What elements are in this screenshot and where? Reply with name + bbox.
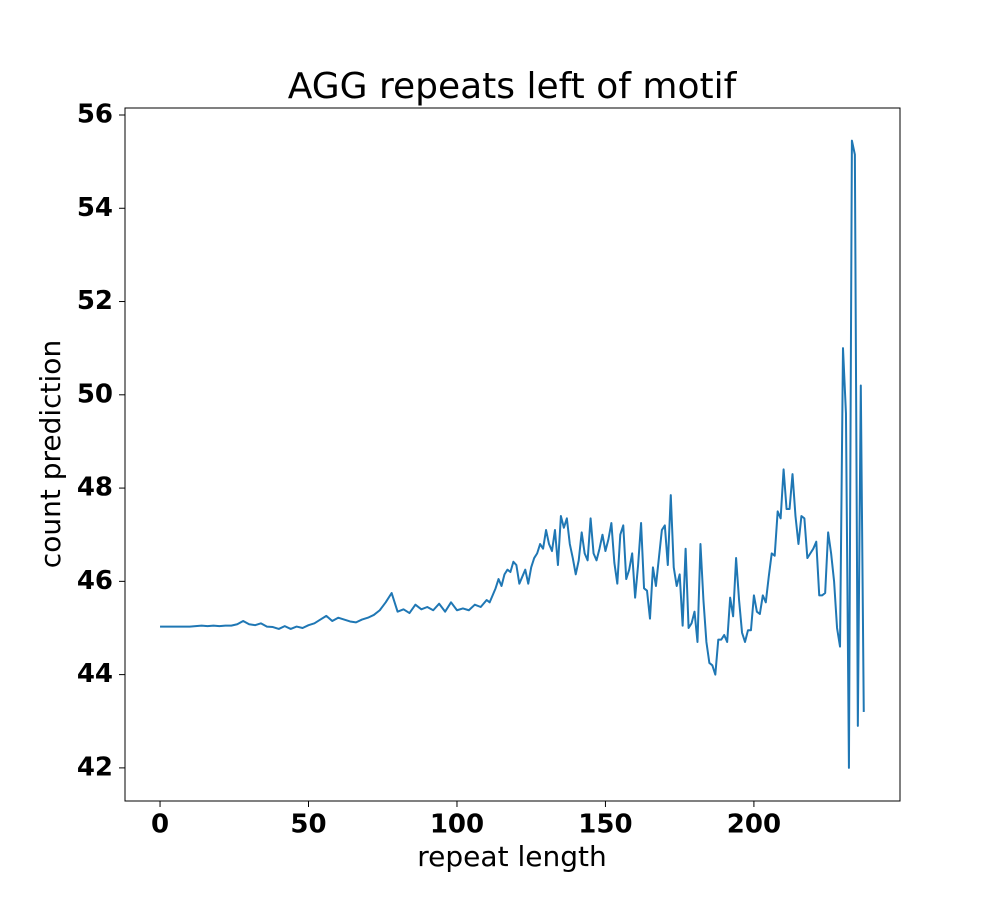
plot-frame <box>124 107 901 802</box>
x-tick-label: 150 <box>578 810 632 840</box>
x-tick-label: 0 <box>151 810 169 840</box>
y-tick-label: 42 <box>77 752 113 782</box>
y-tick-label: 50 <box>77 379 113 409</box>
y-tick-label: 52 <box>77 286 113 316</box>
y-tick-label: 56 <box>77 99 113 129</box>
y-tick-label: 46 <box>77 566 113 596</box>
x-tick-label: 100 <box>430 810 484 840</box>
y-tick-label: 54 <box>77 193 113 223</box>
chart-title: AGG repeats left of motif <box>288 66 738 107</box>
x-tick-label: 200 <box>727 810 781 840</box>
y-tick-label: 48 <box>77 473 113 503</box>
x-axis-label: repeat length <box>417 840 606 873</box>
x-tick-label: 50 <box>290 810 326 840</box>
y-tick-label: 44 <box>77 659 113 689</box>
data-line <box>160 139 865 769</box>
y-axis-label: count prediction <box>34 340 67 568</box>
